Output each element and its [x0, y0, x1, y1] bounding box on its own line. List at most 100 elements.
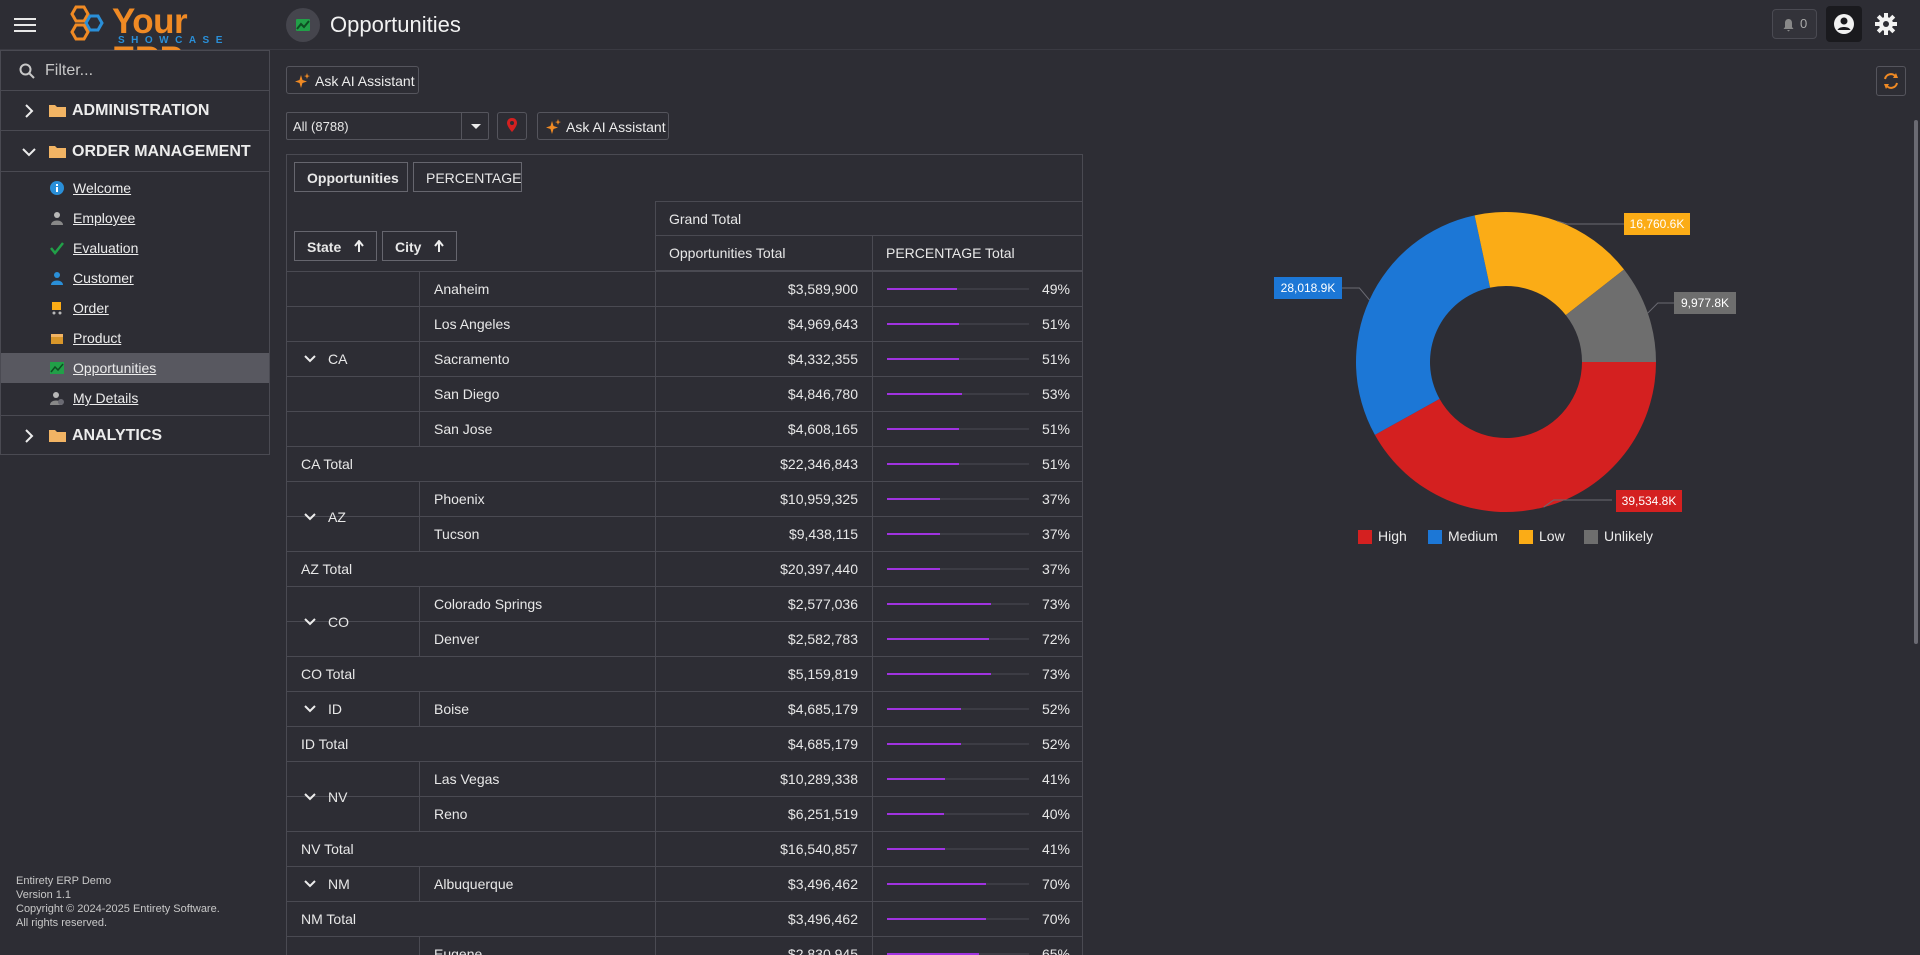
percentage-value: 65%	[1041, 946, 1070, 955]
user-account-button[interactable]	[1826, 6, 1862, 42]
percentage-bar	[887, 288, 957, 290]
opportunities-total-header[interactable]: Opportunities Total	[655, 236, 872, 271]
donut-slice-medium[interactable]	[1356, 215, 1491, 435]
state-total-percentage: 73%	[872, 657, 1082, 691]
legend-label: Medium	[1448, 528, 1498, 544]
sidebar-item-product[interactable]: Product	[1, 323, 269, 353]
opportunities-amount: $3,589,900	[655, 272, 872, 306]
state-cell[interactable]: ID	[287, 691, 419, 726]
folder-icon	[49, 430, 66, 442]
opportunities-page-icon	[286, 8, 320, 42]
order-icon	[52, 302, 62, 315]
sidebar-item-label: Opportunities	[73, 360, 157, 376]
checkmark-icon	[50, 242, 64, 255]
percentage-value: 51%	[1041, 421, 1070, 437]
opportunity-filter-select[interactable]: All (8788)	[286, 112, 489, 140]
row-field-state[interactable]: State	[294, 231, 377, 261]
legend-label: Low	[1539, 528, 1565, 544]
bell-icon	[1783, 19, 1794, 32]
opportunities-amount: $4,608,165	[655, 412, 872, 446]
percentage-cell: 40%	[872, 797, 1082, 831]
filter-input[interactable]	[45, 59, 260, 83]
percentage-bar	[887, 323, 960, 325]
sidebar-footer: Entirety ERP Demo Version 1.1 Copyright …	[16, 874, 220, 930]
opportunities-amount: $10,959,325	[655, 482, 872, 516]
sidebar-item-label: Welcome	[73, 180, 132, 196]
data-label-box	[1624, 213, 1690, 235]
legend-swatch	[1519, 530, 1533, 544]
state-cell[interactable]: NM	[287, 866, 419, 901]
sidebar-item-welcome[interactable]: Welcome	[1, 173, 269, 203]
table-row: Los Angeles $4,969,643 51%	[287, 306, 1082, 341]
menu-icon[interactable]	[14, 15, 36, 33]
opportunities-amount: $2,830,945	[655, 937, 872, 955]
footer-version: Version 1.1	[16, 889, 72, 901]
ask-ai-assistant-button[interactable]: Ask AI Assistant	[286, 66, 419, 94]
donut-slice-unlikely[interactable]	[1565, 269, 1656, 362]
city-cell: Reno	[419, 797, 655, 831]
folder-icon	[49, 105, 66, 117]
sidebar-item-label: Order	[73, 300, 109, 316]
settings-button[interactable]	[1873, 11, 1899, 37]
state-total-row: CA Total $22,346,843 51%	[287, 446, 1082, 481]
table-row: Tucson $9,438,115 37%	[287, 516, 1082, 551]
state-cell[interactable]: CO	[287, 586, 419, 656]
opportunities-amount: $9,438,115	[655, 517, 872, 551]
data-field-opportunities[interactable]: Opportunities	[294, 162, 408, 192]
sidebar-filter	[1, 51, 269, 91]
sidebar-group-administration[interactable]: ADMINISTRATION	[1, 91, 269, 131]
percentage-value: 41%	[1041, 841, 1070, 857]
state-cell[interactable]: AZ	[287, 481, 419, 551]
leader-line	[1647, 302, 1674, 314]
sidebar-item-label: Product	[73, 330, 122, 346]
sidebar-group-label: ANALYTICS	[72, 427, 163, 444]
percentage-bar	[887, 708, 961, 710]
state-label: NM	[328, 876, 350, 892]
table-row: Eugene $2,830,945 65%	[287, 936, 1082, 955]
sidebar-item-evaluation[interactable]: Evaluation	[1, 233, 269, 263]
notifications-button[interactable]: 0	[1772, 9, 1817, 39]
percentage-cell: 49%	[872, 272, 1082, 306]
donut-slice-high[interactable]	[1374, 362, 1656, 513]
percentage-bar-track	[887, 568, 1029, 570]
sidebar-item-opportunities[interactable]: Opportunities	[1, 353, 269, 383]
sidebar-item-employee[interactable]: Employee	[1, 203, 269, 233]
city-cell: San Jose	[419, 412, 655, 446]
ask-ai-assistant-button-2[interactable]: Ask AI Assistant	[537, 112, 669, 140]
row-field-city[interactable]: City	[382, 231, 457, 261]
page-scrollbar[interactable]	[1914, 120, 1918, 644]
percentage-bar	[887, 813, 944, 815]
percentage-cell: 72%	[872, 622, 1082, 656]
percentage-bar-track	[887, 358, 1029, 360]
opportunities-amount: $4,332,355	[655, 342, 872, 376]
sidebar-item-order[interactable]: Order	[1, 293, 269, 323]
state-cell[interactable]: CA	[287, 271, 419, 446]
dropdown-toggle[interactable]	[461, 113, 489, 139]
sidebar-item-my-details[interactable]: My Details	[1, 383, 269, 413]
sidebar-group-order-management[interactable]: ORDER MANAGEMENT	[1, 132, 269, 172]
city-cell: Tucson	[419, 517, 655, 551]
leader-line	[1342, 287, 1370, 301]
location-button[interactable]	[497, 112, 527, 140]
state-cell[interactable]	[287, 936, 419, 955]
chart-icon	[50, 362, 64, 374]
donut-slice-low[interactable]	[1474, 211, 1625, 316]
data-field-percentage[interactable]: PERCENTAGE	[413, 162, 522, 192]
state-total-row: NM Total $3,496,462 70%	[287, 901, 1082, 936]
sidebar-item-customer[interactable]: Customer	[1, 263, 269, 293]
state-total-percentage: 52%	[872, 727, 1082, 761]
table-row: Las Vegas $10,289,338 41%	[287, 761, 1082, 796]
percentage-bar	[887, 743, 961, 745]
state-cell[interactable]: NV	[287, 761, 419, 831]
state-total-percentage: 41%	[872, 832, 1082, 866]
city-cell: Phoenix	[419, 482, 655, 516]
percentage-bar	[887, 568, 940, 570]
opportunities-amount: $6,251,519	[655, 797, 872, 831]
sidebar-nav: ADMINISTRATION ORDER MANAGEMENT Welcome …	[0, 50, 270, 455]
sidebar-group-analytics[interactable]: ANALYTICS	[1, 415, 269, 455]
percentage-cell: 52%	[872, 692, 1082, 726]
refresh-button[interactable]	[1876, 66, 1906, 96]
legend-swatch	[1428, 530, 1442, 544]
percentage-bar-track	[887, 673, 1029, 675]
percentage-total-header[interactable]: PERCENTAGE Total	[872, 236, 1082, 271]
